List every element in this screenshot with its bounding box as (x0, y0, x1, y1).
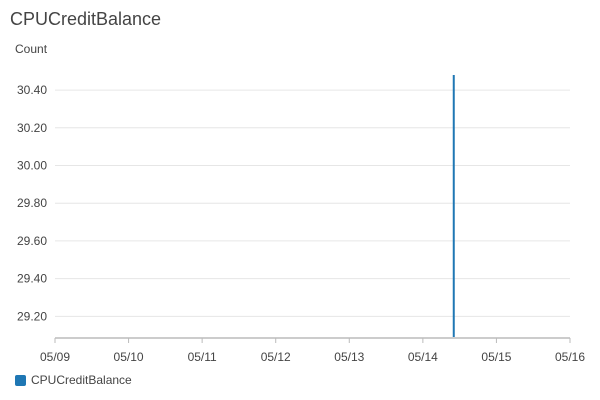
x-tick-label: 05/12 (261, 350, 291, 364)
legend-swatch (15, 374, 26, 386)
x-tick-label: 05/11 (188, 350, 217, 364)
y-axis-unit-label: Count (15, 42, 48, 56)
y-tick-label: 29.80 (17, 196, 47, 210)
legend-label: CPUCreditBalance (31, 373, 132, 387)
x-tick-label: 05/10 (114, 350, 144, 364)
y-tick-label: 29.60 (17, 234, 47, 248)
y-tick-label: 30.20 (17, 121, 47, 135)
x-tick-label: 05/13 (334, 350, 364, 364)
y-tick-label: 30.40 (17, 83, 47, 97)
y-tick-label: 29.40 (17, 272, 47, 286)
x-tick-label: 05/16 (555, 350, 585, 364)
y-tick-label: 30.00 (17, 158, 47, 172)
x-tick-label: 05/15 (481, 350, 511, 364)
legend[interactable]: CPUCreditBalance (15, 373, 132, 387)
x-tick-label: 05/09 (40, 350, 70, 364)
y-tick-label: 29.20 (17, 309, 47, 323)
x-tick-label: 05/14 (408, 350, 438, 364)
chart-title: CPUCreditBalance (10, 9, 162, 29)
